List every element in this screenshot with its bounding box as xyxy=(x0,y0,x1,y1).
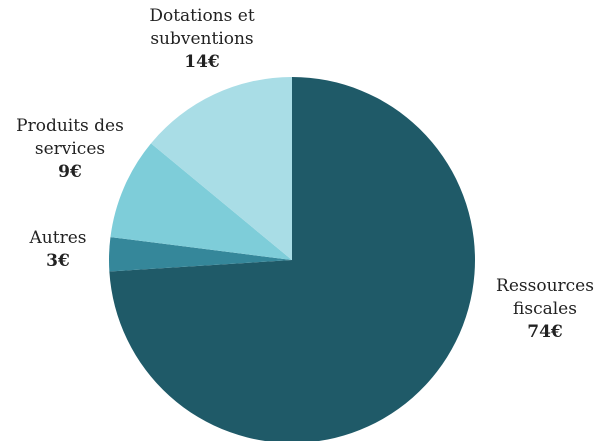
pie-slice xyxy=(150,77,292,260)
pie-slice xyxy=(110,143,292,260)
value-label: 14€ xyxy=(184,52,220,72)
category-name: Autres xyxy=(29,228,87,248)
slice-label: Ressources fiscales 74€ xyxy=(490,275,600,344)
value-label: 9€ xyxy=(58,162,82,182)
pie-slice xyxy=(109,237,293,272)
category-name: Dotations et subventions xyxy=(149,6,255,49)
value-label: 3€ xyxy=(46,251,70,271)
slice-label: Autres 3€ xyxy=(13,227,103,273)
category-name: Ressources fiscales xyxy=(496,276,594,319)
pie-slice xyxy=(109,77,475,441)
slice-label: Dotations et subventions 14€ xyxy=(127,5,277,74)
category-name: Produits des services xyxy=(16,116,124,159)
slice-label: Produits des services 9€ xyxy=(5,115,135,184)
value-label: 74€ xyxy=(527,322,563,342)
